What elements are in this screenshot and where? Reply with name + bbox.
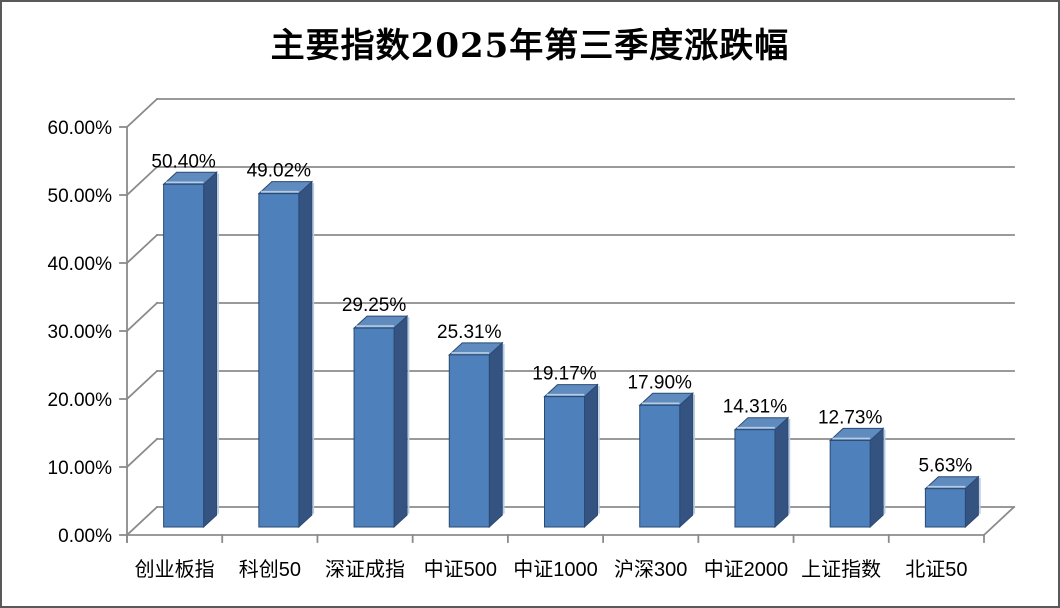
bar-front-face [829,439,871,528]
bar-side-face [298,180,313,529]
bar-value-label: 50.40% [151,151,216,172]
bar-front-face [734,429,776,528]
gridline-diagonal [125,437,159,469]
category-label: 沪深300 [614,558,687,581]
y-axis-tick-label: 50.00% [48,186,113,207]
category-label: 北证50 [905,558,967,581]
bar-front-face [544,396,585,528]
category-label: 深证成指 [325,558,405,581]
floor-right-edge [982,505,1016,537]
bar-value-label: 29.25% [342,295,407,316]
gridline-diagonal [125,505,159,537]
y-axis-tick-label: 40.00% [48,254,113,275]
bar-value-label: 19.17% [532,364,597,385]
bar-side-face [774,416,789,529]
chart-title: 主要指数2025年第三季度涨跌幅 [270,26,790,66]
gridline-diagonal [125,369,159,401]
bar-value-label: 25.31% [437,322,502,343]
category-label: 创业板指 [135,558,215,581]
gridline-diagonal [125,233,159,265]
bar-side-face [393,314,408,529]
bar-value-label: 12.73% [818,407,883,428]
y-axis-tick-label: 60.00% [48,118,113,139]
category-label: 科创50 [239,558,301,581]
bar-value-label: 49.02% [247,161,312,182]
gridline-diagonal [125,97,159,129]
bar-front-face [924,488,966,528]
bar-side-face [679,392,694,529]
category-label: 上证指数 [801,558,881,581]
bar-front-face [163,183,205,528]
bar-value-label: 17.90% [627,372,692,393]
gridline-diagonal [125,301,159,333]
category-label: 中证1000 [513,558,598,581]
gridline-diagonal [125,165,159,197]
y-axis-tick-label: 0.00% [58,526,112,547]
bar-value-label: 14.31% [723,397,788,418]
y-axis-tick-label: 10.00% [48,458,113,479]
y-axis-tick-label: 30.00% [48,322,113,343]
bar-side-face [869,427,884,529]
bar-value-label: 5.63% [918,456,972,477]
bar-side-face [584,383,598,529]
bar-front-face [448,354,490,528]
bar-side-face [488,341,503,529]
bar-front-face [258,193,300,528]
y-axis-tick-label: 20.00% [48,390,113,411]
bar-side-face [203,171,218,529]
category-label: 中证2000 [704,558,789,581]
category-label: 中证500 [424,558,497,581]
bar-front-face [353,327,395,528]
bar-front-face [639,404,681,528]
